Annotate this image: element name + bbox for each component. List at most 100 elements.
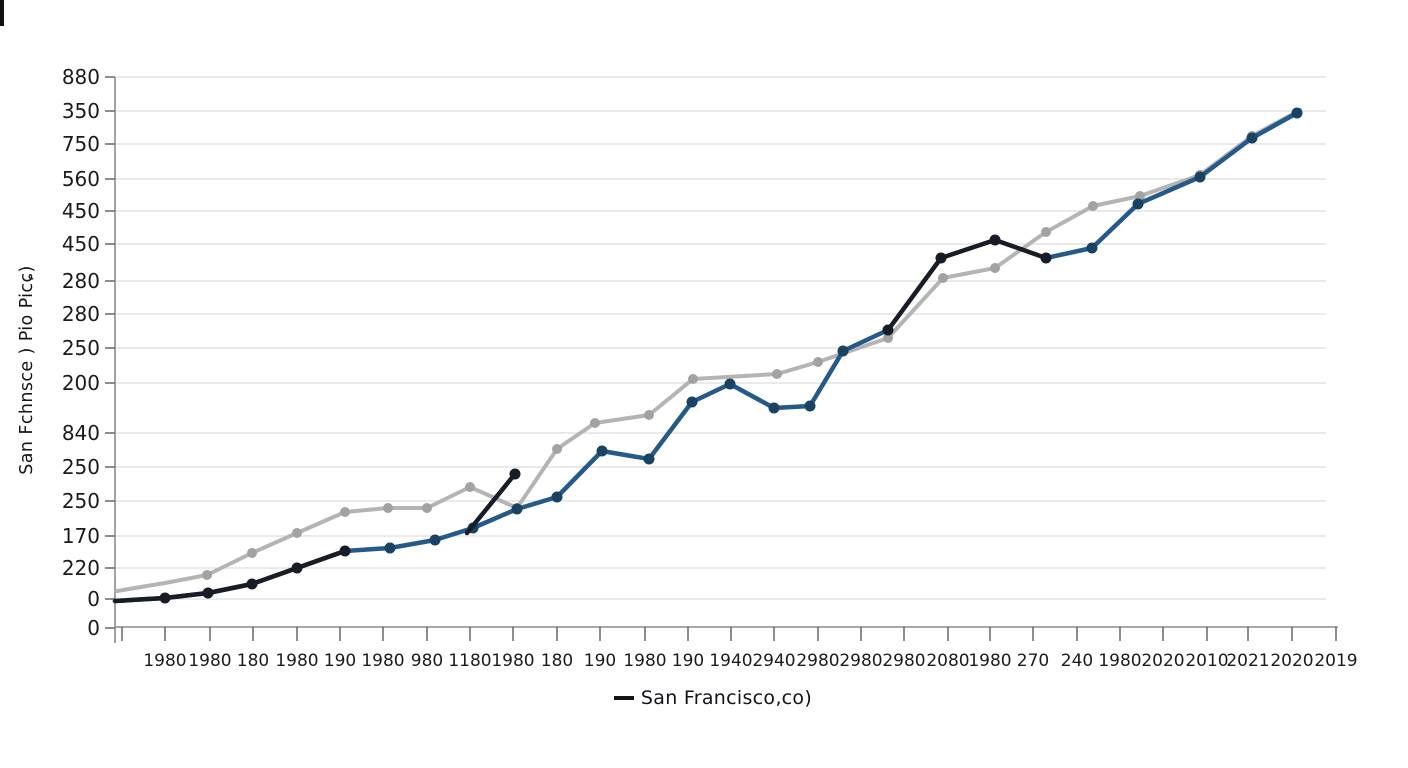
x-tick-label: 2980: [839, 651, 882, 671]
y-tick-label: 840: [62, 421, 100, 445]
y-tick-label: 250: [62, 336, 100, 360]
series-black-marker: [1040, 252, 1052, 264]
series-gray-marker: [1041, 227, 1051, 237]
x-tick-label: 1980: [188, 651, 231, 671]
series-gray-marker: [688, 374, 698, 384]
y-tick-label: 280: [62, 302, 100, 326]
series-gray-line: [115, 108, 1302, 593]
legend-line-swatch: [613, 696, 634, 700]
x-tick-label: 1980: [1098, 651, 1141, 671]
y-tick-label: 0: [87, 587, 100, 611]
series-gray-marker: [202, 570, 212, 580]
y-tick-label: 450: [62, 199, 100, 223]
x-tick-label: 1180: [448, 651, 491, 671]
series-navy-marker: [1194, 171, 1206, 183]
legend: San Francisco‚co): [0, 687, 1408, 709]
series-gray-marker: [1088, 201, 1098, 211]
series-black-marker: [159, 592, 171, 604]
x-tick-label: 2019: [1314, 651, 1357, 671]
y-tick-label: 450: [62, 232, 100, 256]
x-tick-label: 1940: [709, 651, 752, 671]
series-navy-marker: [1246, 132, 1258, 144]
y-tick-label: 560: [62, 167, 100, 191]
y-tick-label: 250: [62, 455, 100, 479]
series-gray-marker: [552, 444, 562, 454]
x-tick-label: 1980: [623, 651, 666, 671]
x-tick-label: 2080: [926, 651, 969, 671]
x-tick-label: 270: [1017, 651, 1049, 671]
series-navy-marker: [837, 345, 849, 357]
y-tick-label: 220: [62, 556, 100, 580]
series-navy-marker: [429, 534, 441, 546]
series-gray-marker: [422, 503, 432, 513]
y-tick-label: 250: [62, 489, 100, 513]
x-tick-label: 2010: [1185, 651, 1228, 671]
x-tick-label: 1980: [968, 651, 1011, 671]
y-tick-label: 280: [62, 269, 100, 293]
x-tick-label: 190: [584, 651, 616, 671]
series-black-marker: [882, 324, 894, 336]
y-tick-label: 170: [62, 524, 100, 548]
x-tick-label: 2020: [1270, 651, 1313, 671]
series-navy-marker: [596, 445, 608, 457]
series-gray-marker: [883, 333, 893, 343]
series-black-marker: [509, 468, 521, 480]
x-tick-label: 980: [411, 651, 443, 671]
series-black-marker: [202, 587, 214, 599]
series-gray-marker: [1135, 191, 1145, 201]
y-axis-title: San Fchnsce ) Pio Picɕ): [17, 265, 37, 475]
series-navy-marker: [551, 491, 563, 503]
x-tick-label: 180: [237, 651, 269, 671]
series-navy-marker: [511, 503, 523, 515]
series-black-line: [112, 548, 348, 604]
series-navy-line: [1043, 110, 1300, 261]
series-navy-line: [112, 327, 891, 604]
series-navy-marker: [1132, 198, 1144, 210]
series-black-marker: [339, 545, 351, 557]
series-black-marker: [246, 578, 258, 590]
x-tick-label: 1980: [275, 651, 318, 671]
x-tick-label: 2021: [1226, 651, 1269, 671]
x-tick-label: 190: [672, 651, 704, 671]
x-tick-label: 240: [1061, 651, 1093, 671]
y-tick-label: 880: [62, 65, 100, 89]
series-gray-marker: [772, 369, 782, 379]
series-gray-marker: [383, 503, 393, 513]
x-tick-label: 2980: [882, 651, 925, 671]
series-gray-marker: [292, 528, 302, 538]
series-gray-marker: [590, 418, 600, 428]
series-navy-marker: [724, 378, 736, 390]
x-tick-label: 1980: [491, 651, 534, 671]
x-tick-label: 2940: [752, 651, 795, 671]
x-tick-label: 180: [541, 651, 573, 671]
y-tick-label: 750: [62, 132, 100, 156]
series-gray-marker: [247, 548, 257, 558]
series-gray-marker: [465, 482, 475, 492]
series-black-line: [885, 237, 1049, 333]
y-tick-label: 350: [62, 99, 100, 123]
series-navy-marker: [768, 402, 780, 414]
series-black-marker: [989, 234, 1001, 246]
series-navy-marker: [804, 400, 816, 412]
series-navy-marker: [643, 453, 655, 465]
x-tick-label: 190: [324, 651, 356, 671]
series-black-line: [464, 471, 518, 536]
series-gray-marker: [813, 357, 823, 367]
series-gray-marker: [990, 263, 1000, 273]
series-navy-marker: [686, 396, 698, 408]
series-navy-marker: [384, 542, 396, 554]
series-gray-marker: [644, 410, 654, 420]
legend-label: San Francisco‚co): [640, 687, 813, 709]
series-gray-marker: [340, 507, 350, 517]
corner-artifact-mark: [0, 0, 4, 26]
x-tick-label: 2020: [1141, 651, 1184, 671]
series-black-marker: [935, 252, 947, 264]
x-tick-label: 1980: [143, 651, 186, 671]
y-tick-label: 0: [87, 616, 100, 640]
series-black-marker: [291, 562, 303, 574]
series-gray-marker: [938, 273, 948, 283]
x-tick-label: 2980: [796, 651, 839, 671]
y-tick-label: 200: [62, 371, 100, 395]
